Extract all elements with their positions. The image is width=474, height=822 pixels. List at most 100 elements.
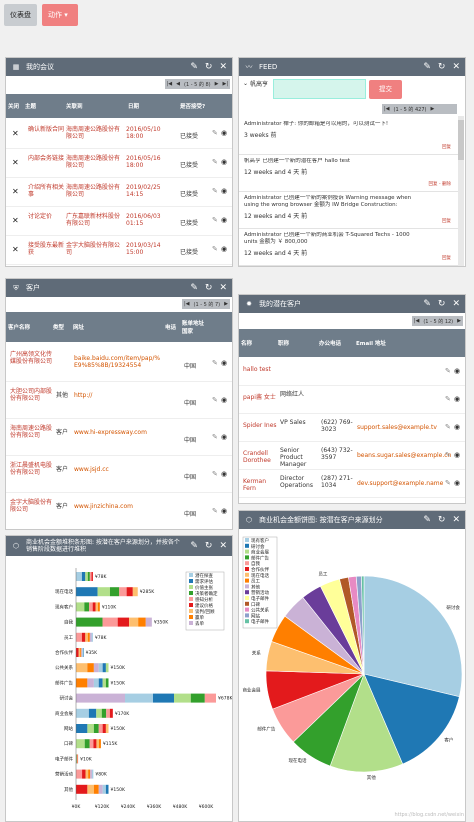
bar-segment[interactable] [102,678,106,688]
account-name[interactable]: 浙江晨盛机电股份有限公司 [10,462,53,476]
bar-segment[interactable] [109,587,120,597]
account-name[interactable]: 广州高领文化传媒股份有限公司 [10,351,53,365]
bar-segment[interactable] [87,678,94,688]
edit-icon[interactable]: ✎ [212,245,218,253]
edit-icon[interactable]: ✎ [212,158,218,166]
actions-button[interactable]: 动作 ▾ [42,4,78,26]
edit-icon[interactable]: ✎ [212,396,218,404]
meeting-subject[interactable]: 接受股东最新获 [28,242,65,256]
reply-link[interactable]: 回复 [442,219,451,224]
account-name[interactable]: 海南周速公路股份有限公司 [10,425,53,439]
bar-segment[interactable] [81,572,86,581]
dashboard-button[interactable]: 仪表盘 [4,4,37,26]
lead-name[interactable]: Spider Ines [243,422,277,429]
bar-segment[interactable] [145,617,152,627]
table-row[interactable]: 浙江晨盛机电股份有限公司 客户 www.jsjd.cc 中国 ✎ ◉ [6,456,232,493]
reply-link[interactable]: 回复 [442,256,451,261]
bar-segment[interactable] [105,663,109,673]
bar-segment[interactable] [174,693,191,703]
table-row[interactable]: 广州高领文化传媒股份有限公司 baike.baidu.com/item/pap/%… [6,345,232,382]
table-row[interactable]: papi酱 女士 网络红人 ✎ ◉ [239,386,465,414]
bar-segment[interactable] [82,769,86,779]
table-row[interactable]: 金字大脑股份有限公司 客户 www.jinzichina.com 中国 ✎ ◉ [6,493,232,529]
bar-segment[interactable] [85,632,88,642]
refresh-icon[interactable]: ↻ [437,299,446,309]
bar-segment[interactable] [91,572,93,581]
bar-segment[interactable] [89,632,92,642]
edit-icon[interactable]: ✎ [190,283,198,293]
bar-segment[interactable] [76,663,88,673]
lead-name[interactable]: Kerman Fern [243,478,267,492]
view-icon[interactable]: ◉ [454,479,461,487]
view-icon[interactable]: ◉ [454,451,461,459]
bar-segment[interactable] [76,724,88,733]
bar-segment[interactable] [88,708,97,718]
edit-icon[interactable]: ✎ [190,62,198,72]
bar-segment[interactable] [98,678,103,688]
first-page-icon[interactable]: |◀ [184,301,190,307]
scrollbar[interactable] [458,116,464,266]
column-header[interactable]: 电话 [163,312,180,342]
lead-name[interactable]: hallo test [243,366,271,373]
feed-text[interactable]: Administrator 禅子: 你的邮箱是可以用的，可以测试一下! [244,121,389,127]
refresh-icon[interactable]: ↻ [437,62,446,72]
bar-segment[interactable] [76,648,79,657]
bar-segment[interactable] [89,572,92,581]
bar-segment[interactable] [102,617,118,627]
bar-segment[interactable] [106,708,110,718]
table-row[interactable]: Kerman Fern Director Operations (287) 271-… [239,470,465,498]
bar-segment[interactable] [204,693,216,703]
table-row[interactable]: ✕ 接受股东最新获 金字大脑股份有限公司 2019/03/14 15:00 已接受 ✎ ◉ [6,236,232,265]
pie-slice[interactable] [363,673,460,765]
column-header[interactable]: 职称 [276,329,317,357]
feed-post-input[interactable] [273,79,366,99]
bar-segment[interactable] [96,708,102,718]
view-icon[interactable]: ◉ [221,470,228,478]
bar-segment[interactable] [93,724,99,733]
bar-segment[interactable] [82,648,84,657]
bar-segment[interactable] [93,784,99,794]
reply-link[interactable]: 回复 - 删除 [428,182,451,187]
close-icon[interactable]: ✕ [452,299,460,309]
table-row[interactable]: Crandell Dorothee Senior Product Manager (… [239,442,465,470]
bar-segment[interactable] [91,632,93,642]
bar-segment[interactable] [125,693,153,703]
bar-segment[interactable] [98,724,103,733]
column-header[interactable]: Email 地址 [354,329,465,357]
bar-segment[interactable] [132,587,138,597]
bar-segment[interactable] [109,708,113,718]
bar-segment[interactable] [98,739,101,749]
lead-name[interactable]: papi酱 女士 [243,394,276,401]
meeting-related[interactable]: 广东嘉联新材料股份有限公司 [66,213,121,227]
edit-icon[interactable]: ✎ [212,359,218,367]
bar-segment[interactable] [76,572,82,581]
bar-segment[interactable] [102,724,106,733]
meeting-related[interactable]: 金字大脑股份有限公司 [66,242,121,256]
bar-segment[interactable] [93,678,99,688]
meeting-subject[interactable]: 介绍所有相关事 [28,184,65,198]
column-header[interactable]: 日期 [126,94,178,118]
feed-text[interactable]: Administrator 已创建一个新的商业机会 T-Squared Tech… [244,232,410,245]
bar-segment[interactable] [92,602,96,612]
account-url[interactable]: http:// [74,392,93,399]
scrollbar-thumb[interactable] [458,120,464,160]
reply-link[interactable]: 回复 [442,145,451,150]
account-name[interactable]: 大胆公司内部股份有限公司 [10,388,53,402]
account-url[interactable]: baike.baidu.com/item/pap/%E9%85%8B/19324… [74,355,161,369]
close-icon[interactable]: ✕ [219,541,227,551]
bar-segment[interactable] [76,769,83,779]
edit-icon[interactable]: ✎ [445,479,451,487]
table-row[interactable]: 海南周速公路股份有限公司 客户 www.hi-expressway.com 中国 ✎ ◉ [6,419,232,456]
next-page-icon[interactable]: ▶ [214,81,219,87]
column-header[interactable]: 网址 [71,312,163,342]
bar-segment[interactable] [78,648,81,657]
next-page-icon[interactable]: ▶ [430,106,435,112]
edit-icon[interactable]: ✎ [445,395,451,403]
column-header[interactable]: 账单地址国家 [180,312,210,342]
bar-segment[interactable] [97,602,100,612]
bar-segment[interactable] [76,708,89,718]
lead-email[interactable]: dev.support@example.name [357,480,444,487]
column-header[interactable]: 主题 [23,94,64,118]
view-icon[interactable]: ◉ [221,158,228,166]
chevron-down-icon[interactable]: ⌄ [243,80,249,87]
